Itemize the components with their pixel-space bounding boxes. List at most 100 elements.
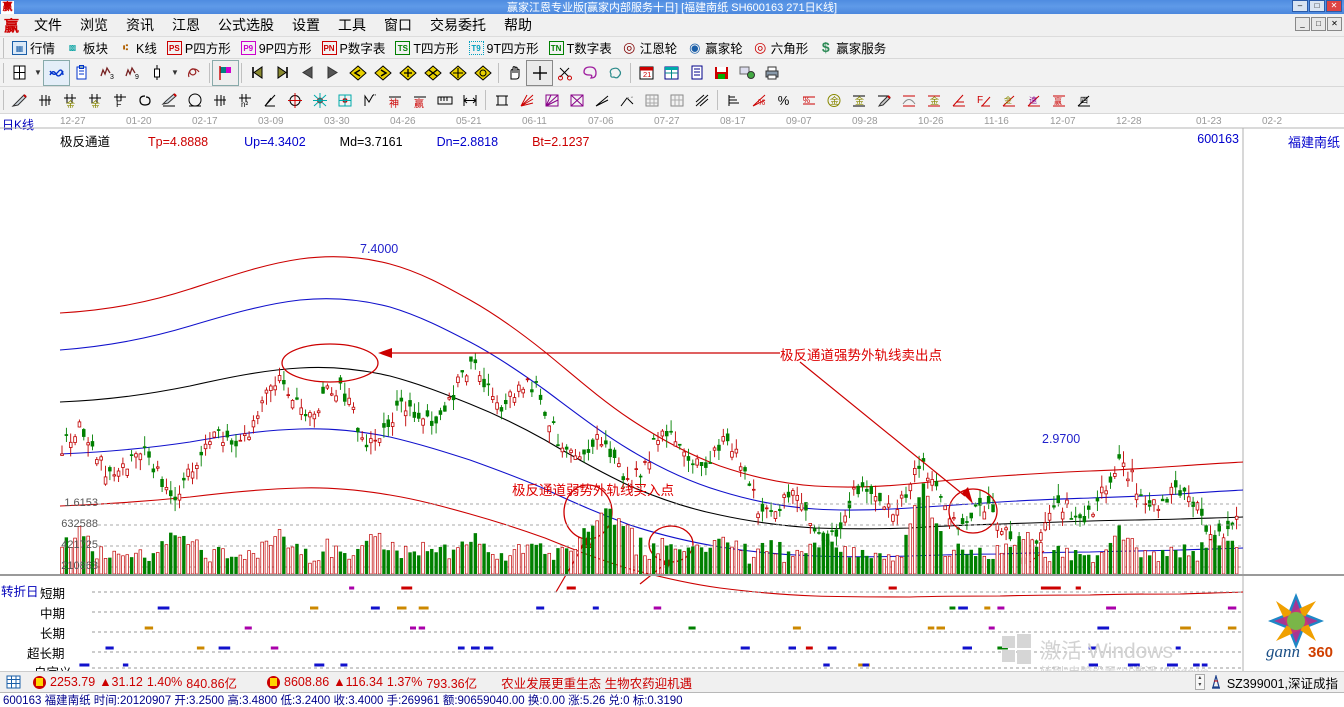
toolbar-button-gann-wheel[interactable]: ◎ 江恩轮	[617, 38, 683, 57]
zoom-left-icon[interactable]	[345, 61, 370, 85]
toolbar-button-t-number-table[interactable]: TN T数字表	[544, 38, 617, 57]
ying-icon[interactable]: 赢	[407, 88, 432, 112]
f-fan-icon[interactable]: F	[971, 88, 996, 112]
menu-item-news[interactable]: 资讯	[126, 16, 155, 33]
mdi-minimize-button[interactable]: _	[1295, 17, 1310, 31]
temple-icon[interactable]: 赢	[1046, 88, 1071, 112]
wave3-icon[interactable]: 3	[94, 61, 119, 85]
move-right-icon[interactable]	[470, 61, 495, 85]
toolbar-button-quotes[interactable]: ▦ 行情	[7, 38, 60, 57]
thin-fan-icon[interactable]	[589, 88, 614, 112]
brain-icon[interactable]	[602, 61, 627, 85]
zoom-out-icon[interactable]	[420, 61, 445, 85]
menu-item-browse[interactable]: 浏览	[80, 16, 109, 33]
mline-icon[interactable]: "	[357, 88, 382, 112]
hand-icon[interactable]	[502, 61, 527, 85]
toolbar-button-p-number-table[interactable]: PN P数字表	[317, 38, 391, 57]
pen3-icon[interactable]	[871, 88, 896, 112]
menu-item-trade[interactable]: 交易委托	[430, 16, 487, 33]
f-line-icon[interactable]: F	[107, 88, 132, 112]
menu-item-formula[interactable]: 公式选股	[218, 16, 275, 33]
box-net-icon[interactable]	[564, 88, 589, 112]
next-icon[interactable]	[320, 61, 345, 85]
print-icon[interactable]	[759, 61, 784, 85]
status-grid-icon-wrap[interactable]	[0, 675, 27, 689]
dropdown-arrow2-icon[interactable]: ▼	[171, 68, 179, 77]
close-button[interactable]: ✕	[1326, 0, 1342, 12]
zoom-in-icon[interactable]	[395, 61, 420, 85]
fork2-icon[interactable]	[207, 88, 232, 112]
maximize-button[interactable]: □	[1309, 0, 1325, 12]
pen2-icon[interactable]	[157, 88, 182, 112]
mdi-close-button[interactable]: ✕	[1327, 17, 1342, 31]
gold-grid1-icon[interactable]: 金	[57, 88, 82, 112]
ladder-icon[interactable]	[721, 88, 746, 112]
status-index-sz[interactable]: 8608.86 ▲116.34 1.37% 793.36亿	[243, 673, 483, 692]
gold-slash-icon[interactable]: 金	[996, 88, 1021, 112]
last-page-icon[interactable]	[270, 61, 295, 85]
mdi-window-controls[interactable]: _ □ ✕	[1295, 17, 1342, 31]
menu-item-tools[interactable]: 工具	[338, 16, 367, 33]
gold-circle-icon[interactable]: 金	[821, 88, 846, 112]
scribble-icon[interactable]	[181, 61, 206, 85]
chart-area[interactable]: 日K线 12-27 01-20 02-17 03-09 03-30 04-26 …	[0, 114, 1344, 680]
arrows-icon[interactable]	[457, 88, 482, 112]
toolbar-button-p-square[interactable]: PS P四方形	[162, 38, 236, 57]
star-target-icon[interactable]	[307, 88, 332, 112]
toolbar-button-t-square[interactable]: TS T四方形	[390, 38, 463, 57]
scroll-spinner[interactable]: ▴ ▾	[1194, 674, 1205, 690]
gold-fan-icon[interactable]: 金	[921, 88, 946, 112]
ruler-icon[interactable]	[432, 88, 457, 112]
gold-grid2-icon[interactable]: 金	[82, 88, 107, 112]
multi-icon[interactable]: 速	[1021, 88, 1046, 112]
toolbar-button-hexagon[interactable]: ◎ 六角形	[748, 38, 814, 57]
n2-icon[interactable]: n²	[232, 88, 257, 112]
percent-icon[interactable]: %	[777, 92, 790, 108]
fork-icon[interactable]	[32, 88, 57, 112]
percent-fan-icon[interactable]: %	[746, 88, 771, 112]
toolbar-button-kline[interactable]: ⑆ K线	[113, 38, 162, 57]
minimize-button[interactable]: –	[1292, 0, 1308, 12]
channel-icon[interactable]	[489, 88, 514, 112]
box-target-icon[interactable]	[332, 88, 357, 112]
clipboard-icon[interactable]	[69, 61, 94, 85]
toolbar-button-9p-square[interactable]: P9 9P四方形	[236, 38, 317, 57]
chart-overlay-icon[interactable]	[43, 59, 70, 86]
scissors-icon[interactable]	[552, 61, 577, 85]
slash-icon[interactable]	[946, 88, 971, 112]
menu-item-help[interactable]: 帮助	[504, 16, 533, 33]
toolbar-button-winner-wheel[interactable]: ◉ 赢家轮	[682, 38, 748, 57]
toolbar-button-9t-square[interactable]: T9 9T四方形	[464, 38, 544, 57]
arc-fan-icon[interactable]	[896, 88, 921, 112]
shen-icon[interactable]: 神	[382, 88, 407, 112]
circle-arc-icon[interactable]	[182, 88, 207, 112]
dropdown-arrow-icon[interactable]: ▼	[34, 68, 42, 77]
toolbar-button-blocks[interactable]: ▩ 板块	[60, 38, 113, 57]
flag-icon[interactable]	[212, 59, 239, 86]
diag-icon[interactable]	[689, 88, 714, 112]
gold-bar-icon[interactable]: 金	[846, 88, 871, 112]
menu-item-gann[interactable]: 江恩	[172, 16, 201, 33]
mdi-maximize-button[interactable]: □	[1311, 17, 1326, 31]
prev-icon[interactable]	[295, 61, 320, 85]
save-icon[interactable]	[709, 61, 734, 85]
date-icon[interactable]: 21	[634, 61, 659, 85]
move-left-icon[interactable]	[445, 61, 470, 85]
window-controls[interactable]: – □ ✕	[1292, 0, 1342, 12]
box-fan-icon[interactable]	[539, 88, 564, 112]
menu-item-file[interactable]: 文件	[34, 16, 63, 33]
four-icon[interactable]: 四	[1071, 88, 1096, 112]
pen-icon[interactable]	[7, 88, 32, 112]
grid1-icon[interactable]	[639, 88, 664, 112]
grid2-icon[interactable]	[664, 88, 689, 112]
first-page-icon[interactable]	[245, 61, 270, 85]
status-index-sh[interactable]: 2253.79 ▲31.12 1.40% 840.86亿	[27, 673, 243, 692]
dots-fan-icon[interactable]	[614, 88, 639, 112]
spiral-icon[interactable]	[132, 88, 157, 112]
zoom-right-icon[interactable]	[370, 61, 395, 85]
wave9-icon[interactable]: 9	[119, 61, 144, 85]
price-chart-svg[interactable]	[0, 114, 1344, 671]
calendar-icon[interactable]	[7, 61, 32, 85]
percent-lines-icon[interactable]: %	[796, 88, 821, 112]
table-icon[interactable]	[659, 61, 684, 85]
